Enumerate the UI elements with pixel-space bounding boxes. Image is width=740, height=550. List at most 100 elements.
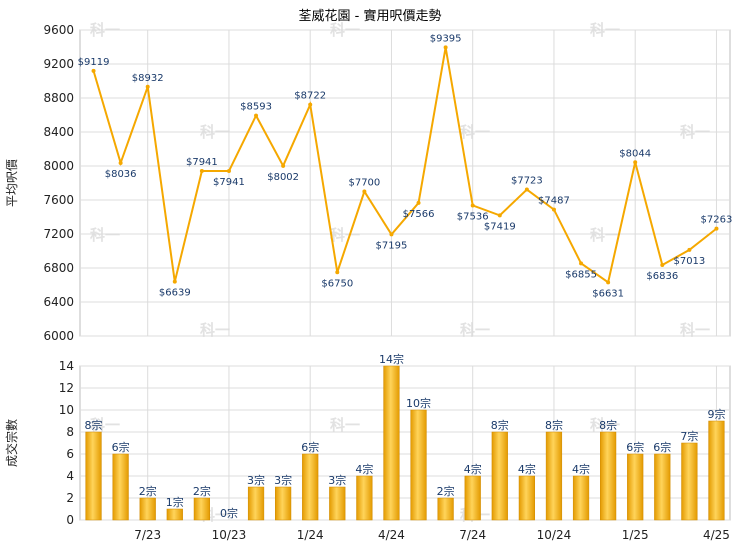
watermark-text: 科一 bbox=[590, 416, 620, 434]
x-tick-label: 4/24 bbox=[378, 528, 405, 542]
price-data-label: $7566 bbox=[403, 209, 435, 220]
price-data-label: $6631 bbox=[592, 288, 624, 299]
volume-y-tick-label: 10 bbox=[59, 403, 74, 417]
volume-data-label: 4宗 bbox=[355, 462, 373, 476]
price-point bbox=[497, 213, 502, 218]
price-data-label: $8722 bbox=[294, 91, 326, 102]
watermark-text: 科一 bbox=[590, 226, 620, 244]
price-point bbox=[714, 226, 719, 231]
price-point bbox=[687, 247, 692, 252]
price-point bbox=[389, 232, 394, 237]
price-data-label: $7419 bbox=[484, 221, 516, 232]
price-point bbox=[551, 207, 556, 212]
price-point bbox=[606, 280, 611, 285]
price-y-tick-label: 8000 bbox=[43, 159, 74, 173]
price-point bbox=[145, 84, 150, 89]
x-tick-label: 1/25 bbox=[622, 528, 649, 542]
volume-bar bbox=[275, 486, 292, 521]
volume-bar bbox=[518, 475, 535, 521]
price-point bbox=[633, 160, 638, 165]
volume-data-label: 3宗 bbox=[328, 473, 346, 487]
price-y-tick-label: 9600 bbox=[43, 23, 74, 37]
volume-y-axis-label: 成交宗數 bbox=[4, 419, 19, 467]
price-point bbox=[579, 261, 584, 266]
volume-data-label: 10宗 bbox=[406, 396, 431, 410]
volume-data-label: 4宗 bbox=[572, 462, 590, 476]
watermark-text: 科一 bbox=[90, 416, 120, 434]
x-tick-label: 10/24 bbox=[537, 528, 572, 542]
volume-bar bbox=[302, 453, 319, 521]
price-point bbox=[226, 169, 231, 174]
volume-y-tick-label: 8 bbox=[66, 425, 74, 439]
price-y-tick-label: 6000 bbox=[43, 329, 74, 343]
price-data-label: $8036 bbox=[105, 169, 137, 180]
price-y-tick-label: 8400 bbox=[43, 125, 74, 139]
x-tick-label: 7/24 bbox=[459, 528, 486, 542]
watermark-text: 科一 bbox=[90, 226, 120, 244]
watermark-text: 科一 bbox=[330, 416, 360, 434]
volume-data-label: 2宗 bbox=[437, 484, 455, 498]
volume-chart: 0 2 4 6 8 10 12 14 成交宗數 8宗 6宗 2宗 1宗 2宗 0宗 3宗 3宗 6宗 3宗 4宗 14宗… bbox=[4, 352, 731, 542]
volume-bar bbox=[437, 497, 454, 521]
volume-bar bbox=[654, 453, 671, 521]
volume-data-label: 6宗 bbox=[112, 440, 130, 454]
price-data-label: $9395 bbox=[430, 33, 462, 44]
volume-bar bbox=[356, 475, 373, 521]
volume-y-tick-label: 6 bbox=[66, 447, 74, 461]
volume-data-label: 4宗 bbox=[464, 462, 482, 476]
volume-data-label: 3宗 bbox=[274, 473, 292, 487]
price-point bbox=[308, 102, 313, 107]
price-data-label: $7723 bbox=[511, 176, 543, 187]
x-tick-label: 7/23 bbox=[134, 528, 161, 542]
volume-data-label: 3宗 bbox=[247, 473, 265, 487]
price-y-tick-label: 7200 bbox=[43, 227, 74, 241]
volume-bar bbox=[112, 453, 129, 521]
price-point bbox=[443, 45, 448, 50]
price-chart: 6000 6400 6800 7200 7600 8000 8400 8800 9200 9600… bbox=[5, 23, 732, 343]
price-data-label: $9119 bbox=[78, 57, 110, 68]
price-point bbox=[172, 279, 177, 284]
volume-data-label: 2宗 bbox=[139, 484, 157, 498]
volume-y-tick-label: 2 bbox=[66, 491, 74, 505]
volume-y-tick-label: 4 bbox=[66, 469, 74, 483]
price-data-label: $6639 bbox=[159, 288, 191, 299]
volume-data-label: 7宗 bbox=[680, 429, 698, 443]
price-y-tick-label: 8800 bbox=[43, 91, 74, 105]
price-point bbox=[335, 270, 340, 275]
price-point bbox=[416, 200, 421, 205]
watermark-text: 科一 bbox=[330, 226, 360, 244]
price-series-line bbox=[92, 47, 718, 285]
volume-bar bbox=[708, 420, 725, 521]
price-y-tick-label: 6400 bbox=[43, 295, 74, 309]
volume-data-label: 4宗 bbox=[518, 462, 536, 476]
price-data-label: $6836 bbox=[646, 271, 678, 282]
volume-data-label: 6宗 bbox=[626, 440, 644, 454]
volume-bar bbox=[572, 475, 590, 521]
price-data-label: $8002 bbox=[267, 172, 299, 183]
price-point bbox=[254, 113, 259, 118]
price-point bbox=[362, 189, 367, 194]
volume-data-label: 2宗 bbox=[193, 484, 211, 498]
volume-bar bbox=[247, 486, 265, 521]
price-data-label: $6750 bbox=[321, 278, 353, 289]
volume-data-label: 8宗 bbox=[545, 418, 563, 432]
price-data-label: $7013 bbox=[673, 256, 705, 267]
volume-data-label: 8宗 bbox=[491, 418, 509, 432]
watermark-text: 科一 bbox=[680, 321, 710, 339]
price-point bbox=[118, 160, 123, 165]
volume-y-tick-label: 12 bbox=[59, 381, 74, 395]
watermark-text: 科一 bbox=[200, 321, 230, 339]
volume-y-tick-label: 0 bbox=[66, 513, 74, 527]
watermark-layer: 科一科一科一科一科一科一科一科一科一科一科一科一科一科一科一科一科一 bbox=[90, 21, 710, 524]
volume-bar bbox=[166, 508, 183, 521]
volume-bar bbox=[85, 431, 102, 521]
price-data-label: $7263 bbox=[701, 215, 733, 226]
price-data-label: $7195 bbox=[376, 240, 408, 251]
price-point bbox=[660, 262, 665, 267]
volume-bar bbox=[329, 486, 346, 521]
price-data-label: $7536 bbox=[457, 211, 489, 222]
price-data-label: $7700 bbox=[348, 178, 380, 189]
x-tick-label: 4/25 bbox=[703, 528, 730, 542]
volume-bar bbox=[600, 431, 617, 521]
